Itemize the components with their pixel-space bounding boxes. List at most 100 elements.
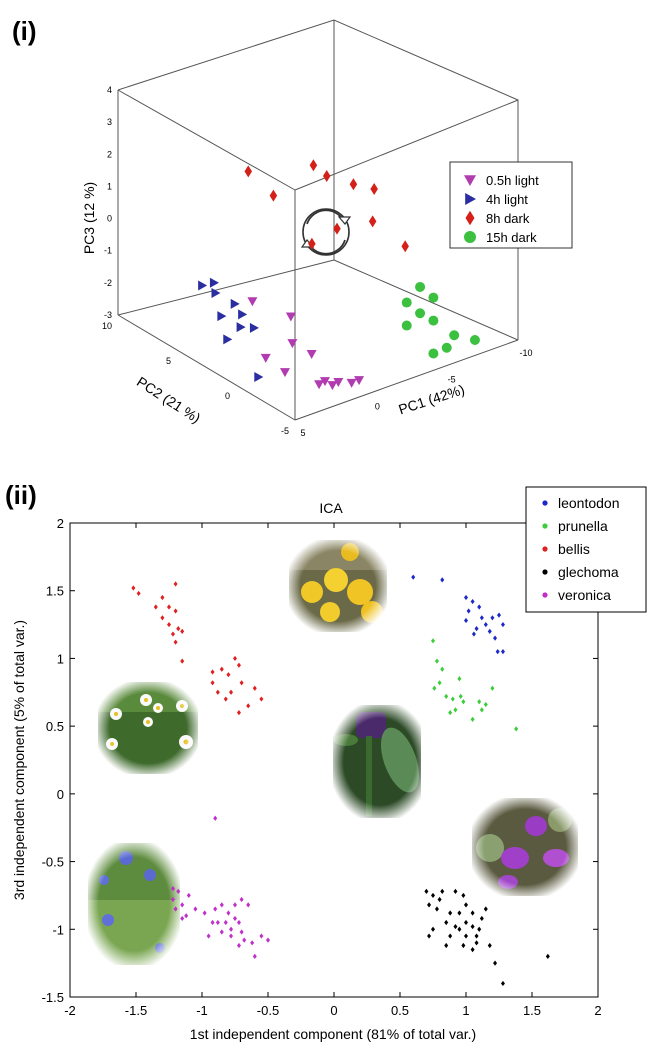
- ica-point-veronica: [193, 906, 198, 912]
- ica-point-bellis: [176, 626, 181, 632]
- ica-point-bellis: [252, 685, 257, 691]
- pca-point-4h-light: [211, 287, 221, 298]
- x-tick-label: -1.5: [125, 1003, 147, 1018]
- ica-legend-marker-veronica: [542, 592, 548, 598]
- ica-point-prunella: [461, 699, 466, 705]
- z-tick-label: -3: [104, 310, 112, 320]
- pca-legend-label: 0.5h light: [486, 173, 539, 188]
- z-tick-label: 2: [107, 149, 112, 159]
- ica-y-axis-label: 3rd independent component (5% of total v…: [11, 620, 27, 900]
- ica-point-veronica: [233, 915, 237, 922]
- pca-point-4h-light: [249, 322, 259, 333]
- ica-point-bellis: [173, 608, 178, 614]
- pca-point-15h-dark: [401, 320, 412, 331]
- ica-point-veronica: [246, 902, 251, 908]
- ica-point-leontodon: [487, 628, 492, 634]
- z-axis-ticks: 4 3 2 1 0 -1 -2 -3: [104, 85, 112, 320]
- y-tick-label: -0.5: [42, 855, 64, 870]
- ica-point-glechoma: [474, 940, 479, 946]
- panel-label-i: (i): [12, 16, 37, 46]
- ica-point-bellis: [173, 581, 178, 587]
- pca-point-0-5h-light: [306, 350, 317, 360]
- ica-point-glechoma: [453, 923, 458, 930]
- x-tick-label: 1.5: [523, 1003, 541, 1018]
- pca-point-0-5h-light: [314, 380, 325, 390]
- pca-point-4h-light: [223, 334, 233, 345]
- ica-point-glechoma: [457, 910, 462, 916]
- y-tick-label: -1.5: [42, 990, 64, 1005]
- ica-legend-label: leontodon: [558, 495, 620, 511]
- pca-point-8h-dark: [244, 165, 253, 178]
- ica-point-bellis: [180, 658, 185, 664]
- ica-point-bellis: [229, 689, 234, 695]
- ica-point-glechoma: [427, 933, 432, 939]
- ica-point-veronica: [223, 919, 228, 926]
- rotate-icon[interactable]: [300, 208, 352, 256]
- pc1-tick-label: -5: [448, 375, 456, 385]
- ica-point-glechoma: [434, 906, 439, 912]
- leontodon-photo: [289, 540, 387, 632]
- pca-point-0-5h-light: [319, 377, 330, 387]
- ica-ticks: -2 -1.5 -1 -0.5 0 0.5 1 1.5 2-1.5-1-0.500.511.52: [42, 516, 602, 1018]
- pc3-axis-label: PC3 (12 %): [81, 182, 97, 254]
- ica-point-leontodon: [477, 604, 482, 610]
- legend-marker-15h-dark: [464, 231, 476, 243]
- ica-point-prunella: [444, 693, 449, 699]
- pc2-axis-ticks: 10 5 0 -5: [102, 321, 289, 436]
- pca-point-0-5h-light: [247, 297, 258, 307]
- cube-top-edge-front-right: [294, 99, 519, 191]
- ica-point-veronica: [176, 888, 181, 894]
- ica-title: ICA: [319, 500, 343, 516]
- ica-point-bellis: [160, 594, 165, 601]
- legend-marker-4h-light: [465, 193, 476, 205]
- ica-point-bellis: [223, 696, 228, 702]
- pc2-tick-label: 5: [166, 356, 171, 366]
- ica-point-leontodon: [497, 612, 501, 618]
- ica-point-glechoma: [431, 926, 435, 932]
- ica-point-prunella: [432, 685, 437, 691]
- ica-legend-label: veronica: [558, 587, 611, 603]
- y-tick-label: 1: [57, 651, 64, 666]
- ica-point-glechoma: [483, 906, 488, 912]
- x-tick-label: 0: [330, 1003, 337, 1018]
- ica-point-bellis: [153, 604, 158, 610]
- pca-point-15h-dark: [449, 330, 460, 341]
- bellis-photo: [98, 682, 198, 774]
- glechoma-photo: [472, 798, 578, 896]
- pca-legend: 0.5h light 4h light 8h dark 15h dark: [449, 161, 573, 249]
- cube-pc1-axis: [294, 339, 519, 421]
- ica-legend-marker-prunella: [542, 523, 548, 529]
- pc1-tick-label: -10: [519, 348, 532, 358]
- pca-point-4h-light: [236, 322, 246, 333]
- pc2-tick-label: 10: [102, 321, 112, 331]
- ica-point-prunella: [440, 666, 445, 672]
- ica-x-axis-label: 1st independent component (81% of total …: [190, 1026, 476, 1042]
- ica-point-glechoma: [444, 942, 449, 949]
- z-tick-label: -1: [104, 246, 112, 256]
- ica-point-bellis: [233, 655, 237, 662]
- ica-point-glechoma: [545, 953, 550, 959]
- ica-point-leontodon: [440, 577, 445, 583]
- pca-point-15h-dark: [415, 281, 426, 292]
- ica-point-glechoma: [474, 933, 479, 939]
- ica-point-glechoma: [464, 933, 468, 939]
- pca-point-15h-dark: [469, 334, 480, 345]
- legend-marker-8h-dark: [465, 210, 475, 226]
- ica-point-leontodon: [490, 615, 495, 621]
- ica-point-veronica: [186, 892, 191, 899]
- ica-point-veronica: [202, 910, 207, 916]
- pca-point-8h-dark: [401, 240, 409, 253]
- ica-point-bellis: [170, 631, 175, 637]
- ica-point-veronica: [219, 929, 224, 935]
- pca-point-8h-dark: [309, 159, 318, 172]
- pca-point-4h-light: [217, 311, 227, 322]
- ica-point-bellis: [136, 590, 141, 597]
- ica-point-leontodon: [470, 598, 475, 605]
- ica-point-veronica: [184, 913, 189, 919]
- ica-point-bellis: [173, 639, 178, 645]
- cube-floor-edge-left: [117, 259, 335, 316]
- ica-point-prunella: [477, 699, 482, 705]
- pc1-tick-label: 5: [300, 428, 305, 438]
- x-tick-label: -1: [196, 1003, 208, 1018]
- pc1-axis-ticks: -10 -5 0 5: [300, 348, 532, 438]
